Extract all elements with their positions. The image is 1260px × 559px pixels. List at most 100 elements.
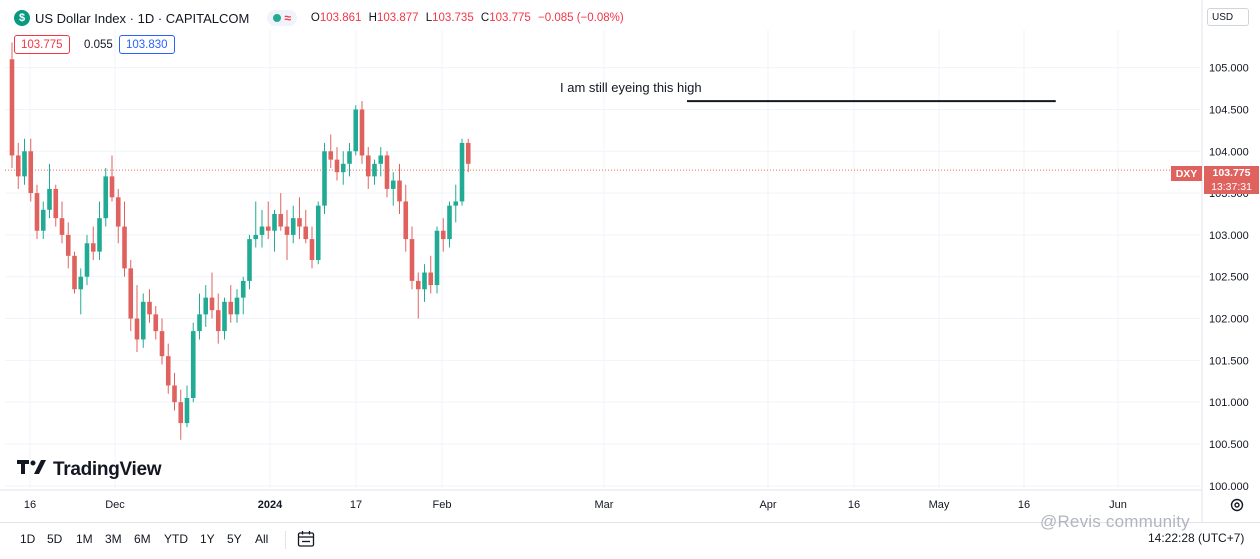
candle-body [278, 214, 284, 227]
candle-body [365, 155, 371, 177]
candle-body [9, 59, 15, 156]
price-axis[interactable]: 100.000 100.500 101.000 101.500 102.000 102.5… [1209, 63, 1249, 493]
x-tick-label: Feb [433, 499, 452, 511]
symbol-price-tag: DXY [1171, 166, 1202, 181]
candle-body [397, 180, 402, 202]
open-value: 103.861 [319, 12, 362, 24]
timeframe-6m[interactable]: 6M [134, 532, 151, 546]
candle-body [372, 163, 377, 177]
candle-body [253, 234, 259, 240]
candle-body [390, 180, 396, 189]
buy-price-box[interactable]: 103.830 [119, 35, 175, 54]
tradingview-logo[interactable]: TradingView [17, 458, 162, 482]
close-key: C [480, 12, 490, 24]
time-axis[interactable]: 16 Dec 2024 17 Feb Mar Apr 16 May 16 Jun [24, 499, 1127, 511]
candle-body [203, 297, 209, 315]
candle-body [90, 243, 96, 252]
candle-body [97, 218, 102, 252]
candle-body [309, 239, 315, 260]
candle-body [153, 314, 159, 332]
settings-gear-icon[interactable] [1229, 497, 1245, 518]
candle-body [459, 142, 465, 202]
candle-body [403, 201, 409, 240]
clock-timezone[interactable]: 14:22:28 (UTC+7) [1148, 531, 1245, 545]
timeframe-1y[interactable]: 1Y [200, 532, 215, 546]
candle-body [384, 155, 390, 189]
dollar-icon: $ [14, 10, 30, 26]
indicator-status-pill[interactable]: ≈ [267, 10, 297, 26]
candle-body [22, 151, 27, 177]
tradingview-wordmark: TradingView [53, 459, 162, 480]
timeframe-all[interactable]: All [255, 532, 269, 546]
candle-body [40, 209, 46, 231]
ohlc-values: O103.861 H103.877 L103.735 C103.775 −0.0… [311, 12, 624, 24]
candle-body [34, 193, 40, 231]
x-tick-label: May [929, 499, 950, 511]
candle-body [328, 151, 334, 160]
timeframe-5d[interactable]: 5D [47, 532, 63, 546]
candle-body [15, 155, 21, 177]
x-tick-label: 16 [24, 499, 36, 511]
low-value: 103.735 [432, 12, 474, 24]
x-tick-label: Mar [595, 499, 614, 511]
candle-body [409, 239, 415, 281]
symbol-title[interactable]: US Dollar Index · 1D · CAPITALCOM [35, 10, 250, 26]
open-key: O [310, 12, 320, 24]
y-tick-label: 104.000 [1209, 146, 1249, 158]
candle-body [422, 272, 427, 290]
x-tick-label: Dec [105, 499, 125, 511]
spread-value: 0.055 [84, 38, 113, 51]
currency-selector[interactable]: USD [1207, 8, 1249, 26]
candle-body [122, 226, 127, 269]
candle-body [115, 197, 121, 227]
last-price-label: 103.775 [1204, 166, 1259, 180]
candle-body [78, 276, 84, 290]
timeframe-3m[interactable]: 3M [105, 532, 122, 546]
candle-body [209, 297, 215, 311]
candle-body [340, 163, 346, 173]
candle-body [159, 331, 165, 357]
close-value: 103.775 [489, 12, 531, 24]
candle-body [303, 226, 309, 240]
y-tick-label: 100.000 [1209, 481, 1249, 493]
x-tick-label: Jun [1109, 499, 1127, 511]
x-tick-label: 2024 [258, 499, 283, 511]
candle-body [197, 314, 202, 332]
high-value: 103.877 [376, 12, 419, 24]
candle-body [315, 205, 321, 260]
bar-countdown-label: 13:37:31 [1204, 180, 1259, 194]
candle-body [184, 398, 190, 424]
candle-body [234, 297, 240, 315]
sell-price-box[interactable]: 103.775 [14, 35, 70, 54]
candle-body [284, 226, 290, 235]
high-key: H [368, 12, 377, 24]
candle-body [59, 218, 65, 235]
candle-body [190, 331, 196, 398]
date-range-calendar-icon[interactable] [296, 529, 316, 554]
candle-body [147, 301, 152, 315]
candle-body [434, 230, 440, 286]
candle-body [103, 176, 109, 219]
candle-body [428, 272, 434, 286]
candle-body [265, 226, 271, 231]
candle-body [109, 176, 115, 198]
candle-body [247, 239, 252, 281]
chart-annotation-text[interactable]: I am still eyeing this high [560, 80, 702, 95]
candle-body [359, 109, 365, 156]
timeframe-ytd[interactable]: YTD [164, 532, 188, 546]
y-tick-label: 103.000 [1209, 230, 1249, 242]
candle-body [172, 385, 177, 403]
candle-body [290, 218, 296, 235]
candle-body [53, 188, 59, 219]
timeframe-1m[interactable]: 1M [76, 532, 93, 546]
timeframe-5y[interactable]: 5Y [227, 532, 242, 546]
x-tick-label: 16 [848, 499, 860, 511]
grid [0, 0, 1203, 522]
timeframe-1d[interactable]: 1D [20, 532, 36, 546]
y-tick-label: 100.500 [1209, 439, 1249, 451]
candle-body [415, 280, 421, 290]
x-tick-label: 17 [350, 499, 362, 511]
candle-body [178, 402, 184, 424]
candles [9, 42, 471, 440]
